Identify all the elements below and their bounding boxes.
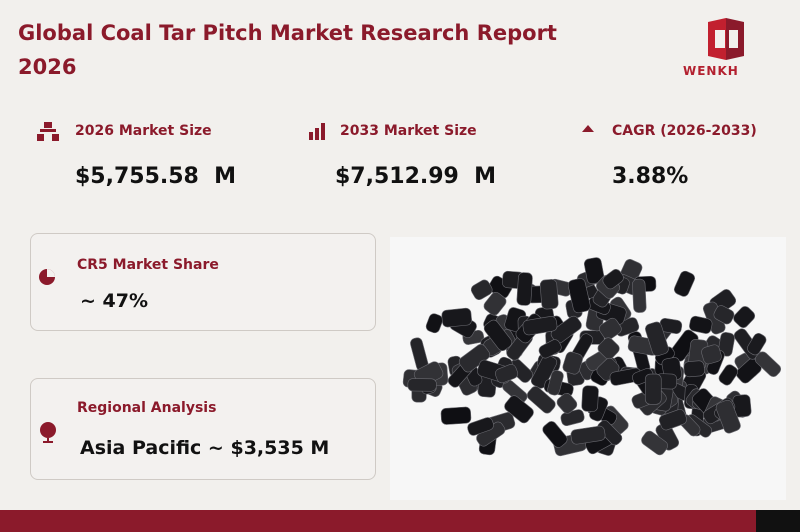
pellet — [538, 339, 562, 359]
product-image — [390, 237, 786, 500]
pellet — [602, 269, 624, 290]
pellet — [581, 385, 599, 412]
card-value: Asia Pacific ~ $3,535 M — [80, 437, 330, 459]
pellet — [425, 313, 443, 334]
pellet — [683, 360, 705, 378]
pellet — [516, 272, 533, 306]
pellet — [562, 351, 583, 375]
pellet — [407, 378, 437, 392]
stat-label: CAGR (2026-2033) — [612, 123, 757, 139]
pellet — [542, 421, 568, 448]
pellet — [715, 399, 741, 434]
pie-icon — [39, 269, 55, 285]
pellet — [713, 305, 735, 325]
pellet — [567, 278, 591, 314]
card-value: ~ 47% — [80, 290, 149, 312]
pellet — [483, 319, 513, 351]
stat-value: $5,755.58 M — [75, 164, 237, 189]
pellet — [644, 373, 662, 405]
stat-value: $7,512.99 M — [335, 164, 497, 189]
pellet — [441, 307, 472, 328]
pellet — [526, 386, 556, 414]
bar-icon — [309, 123, 325, 140]
footer-band — [756, 510, 800, 532]
pellet — [556, 392, 578, 414]
hierarchy-icon — [37, 122, 59, 141]
pellet — [645, 321, 669, 357]
pellet — [597, 337, 620, 360]
card-label: Regional Analysis — [77, 400, 217, 416]
stat-label: 2033 Market Size — [340, 123, 477, 139]
card — [30, 233, 376, 331]
pellet — [673, 270, 696, 297]
globe-icon — [40, 422, 56, 443]
title: Global Coal Tar Pitch Market Research Re… — [18, 21, 557, 79]
pellet — [467, 417, 494, 436]
up-icon — [582, 125, 594, 132]
pellet — [483, 291, 507, 316]
pellet — [570, 425, 606, 445]
pellet — [658, 409, 687, 431]
footer-band — [0, 510, 756, 532]
pellet — [504, 395, 534, 424]
pellet — [550, 315, 582, 344]
pellet — [494, 364, 519, 384]
pellet — [598, 317, 622, 340]
card-label: CR5 Market Share — [77, 257, 219, 273]
stat-value: 3.88% — [612, 164, 689, 189]
pellet — [701, 344, 722, 365]
pellet — [440, 406, 472, 425]
pellet — [689, 315, 713, 334]
card — [30, 378, 376, 480]
logo-icon — [708, 18, 744, 60]
pellet — [583, 257, 605, 285]
pellet — [539, 279, 559, 310]
pellet — [733, 306, 756, 328]
pellet — [632, 278, 647, 313]
pellet — [718, 364, 738, 386]
pellet — [641, 430, 669, 456]
stat-label: 2026 Market Size — [75, 123, 212, 139]
logo-text: WENKH — [683, 64, 739, 78]
pellet — [547, 370, 564, 396]
pellet — [747, 333, 767, 356]
pellet — [754, 351, 782, 377]
pellet — [470, 279, 493, 300]
pellet — [522, 316, 558, 336]
